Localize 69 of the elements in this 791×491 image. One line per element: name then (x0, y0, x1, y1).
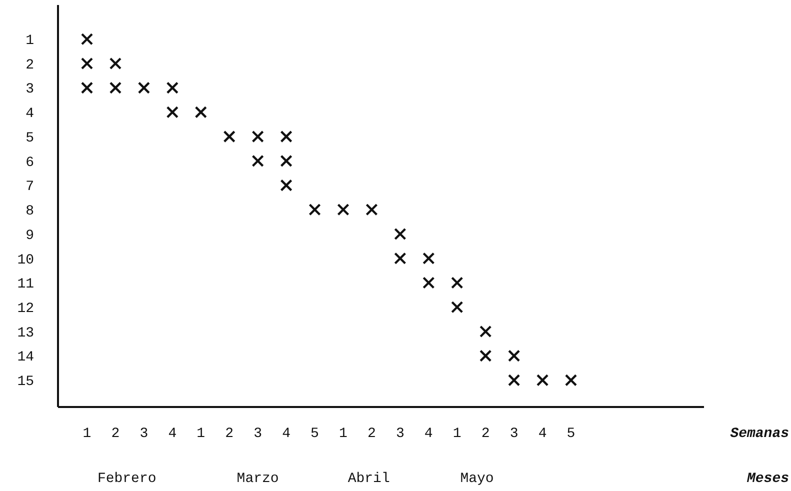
text: Marzo (236, 471, 279, 487)
x-tick-label: 3 (396, 426, 404, 442)
y-tick-label: 7 (26, 179, 34, 196)
point (166, 106, 179, 118)
y-tick-label: 4 (26, 106, 34, 122)
point (80, 82, 94, 94)
x-tick-label: 4 (538, 426, 547, 442)
point (508, 350, 520, 362)
x-tick-label: 4 (168, 426, 177, 442)
y-tick-label: 11 (17, 276, 34, 293)
x-tick-label: 1 (82, 426, 92, 442)
x-tick-label: 3 (140, 426, 148, 442)
y-tick-label: 1 (26, 33, 34, 50)
point (252, 130, 264, 143)
point (479, 325, 492, 338)
text: Febrero (97, 471, 156, 487)
x-tick-label: 5 (310, 426, 319, 442)
y-tick-label: 10 (17, 252, 34, 268)
point (337, 204, 350, 216)
point (508, 374, 520, 386)
x-tick-label: 5 (566, 426, 576, 442)
x-tick-label: 2 (225, 426, 234, 442)
text: Semanas (730, 426, 789, 442)
point (109, 57, 122, 70)
point (109, 82, 122, 94)
point (252, 154, 264, 168)
point (280, 179, 292, 192)
y-tick-label: 8 (26, 204, 34, 220)
point (536, 374, 549, 386)
point (422, 252, 435, 264)
point (451, 301, 464, 314)
point (451, 276, 464, 289)
point (394, 252, 406, 264)
text: Abril (348, 471, 390, 487)
y-tick-label: 3 (26, 82, 34, 98)
x-tick-label: 3 (510, 426, 518, 442)
y-tick-label: 2 (26, 57, 34, 74)
point (422, 276, 435, 289)
x-tick-label: 2 (481, 426, 490, 442)
point (194, 106, 207, 118)
point (366, 204, 378, 216)
x-tick-label: 4 (282, 426, 290, 442)
y-tick-label: 12 (17, 301, 34, 318)
point (564, 374, 578, 386)
y-tick-label: 6 (26, 154, 34, 171)
point (80, 57, 94, 70)
y-tick-label: 13 (17, 325, 34, 342)
point (308, 204, 321, 216)
point (138, 82, 150, 94)
point (166, 82, 179, 94)
x-tick-label: 2 (367, 426, 376, 442)
y-tick-label: 14 (17, 350, 34, 366)
point (80, 33, 94, 46)
text: Mayo (460, 471, 494, 487)
x-tick-label: 1 (452, 426, 462, 442)
x-tick-label: 2 (111, 426, 120, 442)
x-tick-label: 1 (196, 426, 206, 442)
text: Meses (746, 471, 789, 487)
point (280, 154, 292, 168)
y-tick-label: 15 (17, 374, 34, 390)
point (479, 350, 492, 362)
x-tick-label: 3 (254, 426, 262, 442)
y-tick-label: 5 (26, 130, 34, 146)
y-tick-label: 9 (26, 228, 34, 244)
point (280, 130, 292, 143)
point (223, 130, 236, 143)
point (394, 228, 406, 240)
x-tick-label: 4 (424, 426, 433, 442)
x-tick-label: 1 (339, 426, 348, 442)
